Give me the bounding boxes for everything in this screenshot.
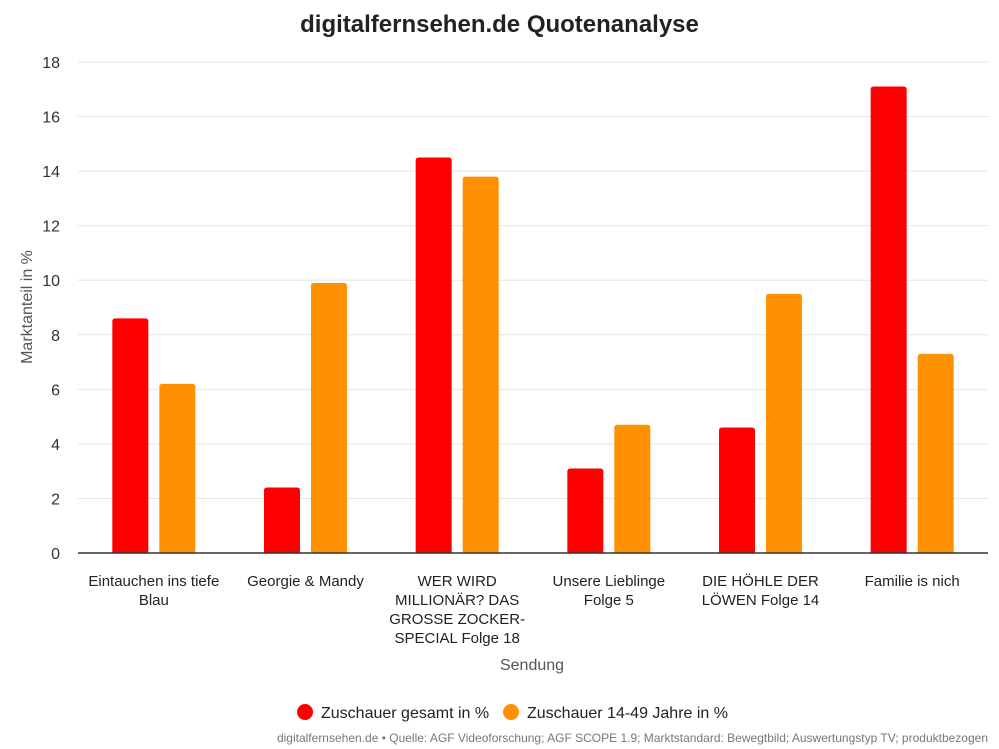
x-category-label-line: Folge 5 [584, 592, 634, 609]
y-tick-label: 2 [51, 491, 60, 508]
bar-14-49-4 [766, 293, 802, 553]
x-category-label-line: MILLIONÄR? DAS [395, 592, 519, 609]
x-category-label-line: LÖWEN Folge 14 [702, 591, 820, 609]
x-category-label-line: Eintauchen ins tiefe [88, 573, 219, 590]
gridlines [78, 61, 988, 499]
y-tick-label: 4 [51, 437, 60, 454]
y-tick-label: 8 [51, 328, 60, 345]
y-tick-label: 18 [42, 55, 60, 72]
x-category-label: Unsere Lieblinge Folge 5 [553, 573, 666, 609]
x-category-label: DIE HÖHLE DER LÖWEN Folge 14 [702, 572, 820, 609]
source-note: digitalfernsehen.de • Quelle: AGF Videof… [277, 731, 988, 745]
bar-gesamt-5 [870, 86, 907, 554]
x-category-label: Eintauchen ins tiefe Blau [88, 573, 219, 609]
x-axis-title: Sendung [500, 657, 564, 674]
bar-gesamt-4 [719, 427, 755, 553]
y-tick-label: 6 [51, 382, 60, 399]
bar-14-49-1 [311, 282, 347, 553]
legend-swatch-1 [503, 704, 519, 720]
y-axis-title: Marktanteil in % [19, 250, 36, 364]
y-axis-ticks: 0 2 4 6 8 10 12 14 16 18 [42, 55, 60, 563]
x-category-label-line: WER WIRD [418, 573, 497, 590]
bar-14-49-5 [917, 353, 954, 553]
legend-swatch-0 [297, 704, 313, 720]
y-tick-label: 14 [42, 164, 60, 181]
x-category-label-line: SPECIAL Folge 18 [394, 630, 519, 647]
x-category-label-line: Georgie & Mandy [247, 573, 364, 590]
x-category-label: Familie is nich [865, 573, 960, 590]
x-category-label-line: GROSSE ZOCKER- [389, 611, 525, 628]
bar-14-49-0 [159, 383, 196, 553]
bar-gesamt-0 [112, 318, 149, 553]
legend-label-1: Zuschauer 14-49 Jahre in % [527, 705, 728, 722]
x-category-label-line: Unsere Lieblinge [553, 573, 666, 590]
bar-gesamt-3 [567, 468, 604, 553]
bars [112, 86, 954, 554]
chart-title: digitalfernsehen.de Quotenanalyse [300, 11, 699, 38]
y-tick-label: 10 [42, 273, 60, 290]
bar-14-49-2 [462, 176, 499, 554]
y-tick-label: 16 [42, 110, 60, 127]
bar-gesamt-2 [415, 157, 452, 553]
x-category-label: Georgie & Mandy [247, 573, 364, 590]
x-category-label: WER WIRD MILLIONÄR? DAS GROSSE ZOCKER- SPEC… [389, 573, 525, 647]
y-tick-label: 0 [51, 546, 60, 563]
x-category-label-line: Blau [139, 592, 169, 609]
x-category-label-line: Familie is nich [865, 573, 960, 590]
legend-label-0: Zuschauer gesamt in % [321, 705, 489, 722]
bar-14-49-3 [614, 424, 651, 553]
legend: Zuschauer gesamt in % Zuschauer 14-49 Jah… [297, 704, 728, 722]
bar-gesamt-1 [264, 487, 300, 553]
x-category-label-line: DIE HÖHLE DER [702, 572, 819, 590]
y-tick-label: 12 [42, 219, 60, 236]
x-axis-categories: Eintauchen ins tiefe Blau Georgie & Mandy W… [88, 572, 959, 647]
